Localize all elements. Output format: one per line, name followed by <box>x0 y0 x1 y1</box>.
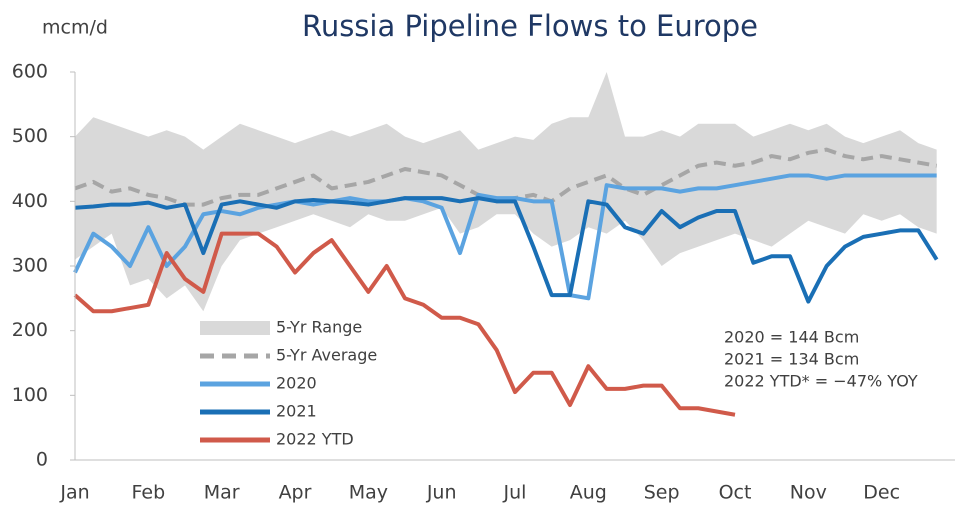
y-tick-label: 500 <box>12 125 48 147</box>
x-tick-label: Sep <box>644 482 680 504</box>
y-tick-label: 400 <box>12 190 48 212</box>
legend-label: 5-Yr Range <box>276 318 362 337</box>
y-tick-label: 200 <box>12 319 48 341</box>
annotation: 2020 = 144 Bcm <box>724 328 859 347</box>
series-line <box>74 196 939 304</box>
legend-label: 2020 <box>276 374 317 393</box>
x-tick-label: Jan <box>59 482 89 504</box>
legend-label: 2022 YTD <box>276 430 354 449</box>
x-tick-label: Dec <box>863 482 900 504</box>
x-tick-label: Jul <box>503 482 527 504</box>
annotation: 2021 = 134 Bcm <box>724 350 859 369</box>
chart-title: Russia Pipeline Flows to Europe <box>302 9 758 43</box>
x-tick-label: Jun <box>426 482 457 504</box>
legend-label: 2021 <box>276 402 317 421</box>
legend-label: 5-Yr Average <box>276 346 377 365</box>
x-tick-label: May <box>349 482 388 504</box>
annotation: 2022 YTD* = −47% YOY <box>724 372 918 391</box>
series-line <box>73 231 736 417</box>
series-line <box>74 147 938 207</box>
y-axis-label: mcm/d <box>42 17 108 39</box>
x-tick-label: Feb <box>132 482 166 504</box>
x-tick-label: Apr <box>279 482 312 504</box>
x-tick-label: Oct <box>719 482 752 504</box>
x-tick-label: Nov <box>790 482 827 504</box>
x-tick-label: Mar <box>204 482 240 504</box>
x-tick-label: Aug <box>570 482 607 504</box>
y-tick-label: 300 <box>12 255 48 277</box>
y-tick-label: 0 <box>36 449 48 471</box>
y-tick-label: 100 <box>12 384 48 406</box>
y-tick-label: 600 <box>12 61 48 83</box>
range-area <box>75 72 937 312</box>
